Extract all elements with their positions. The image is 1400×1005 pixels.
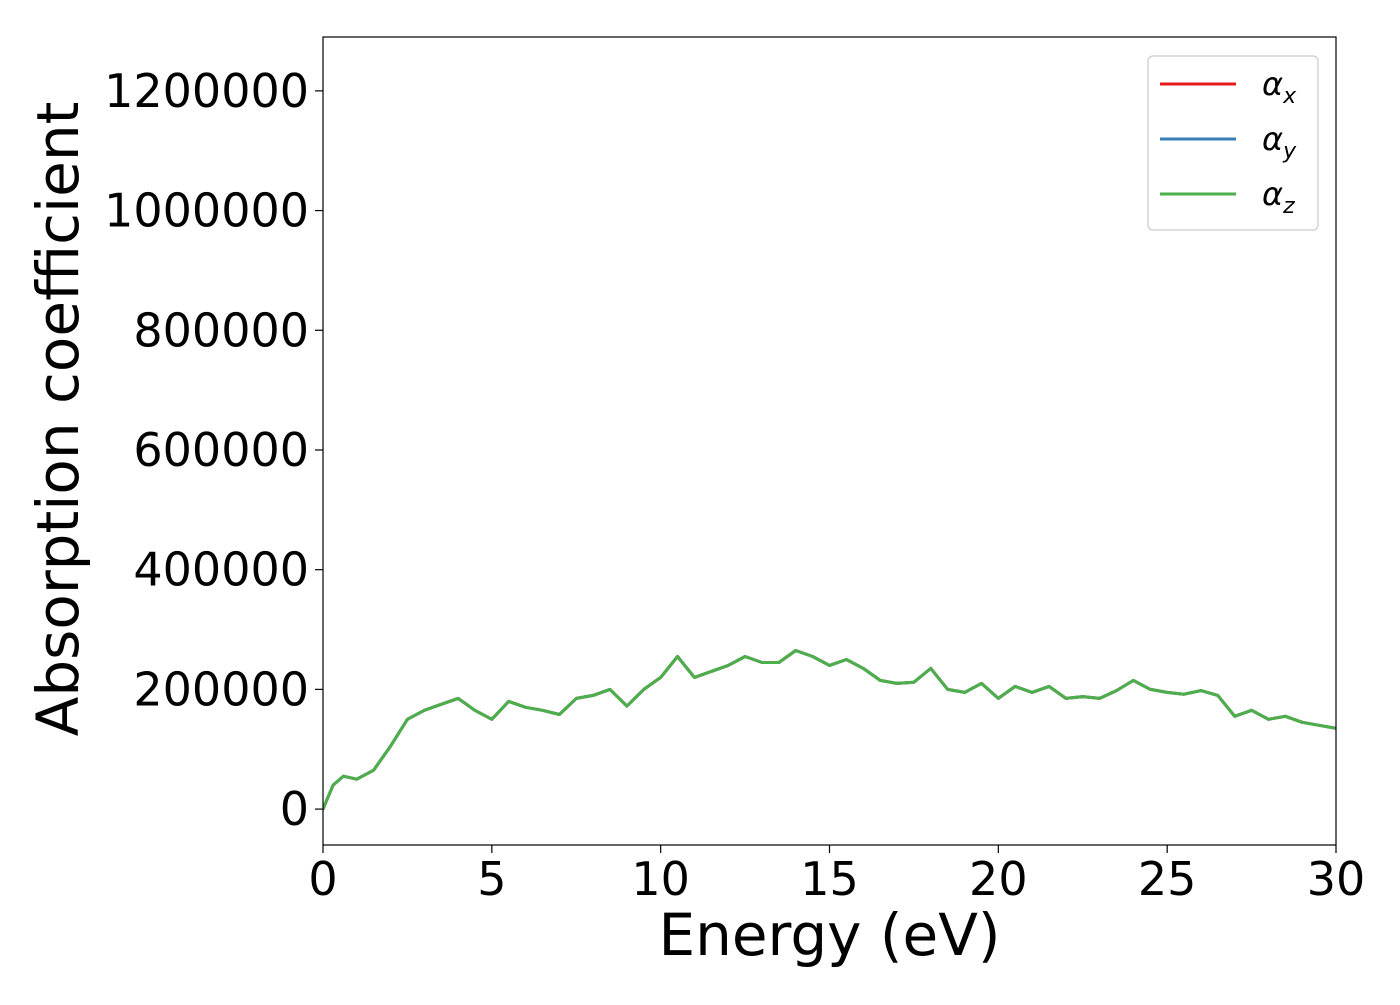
- series-layer: [323, 649, 1336, 811]
- series-line-x: [323, 649, 1336, 811]
- legend-box: [1147, 55, 1319, 231]
- legend: αx αy αz: [1147, 55, 1319, 231]
- x-tick-label: 5: [477, 852, 506, 906]
- x-axis: 0 5 10 15 20 25 30: [308, 845, 1365, 906]
- x-tick-label: 0: [308, 852, 337, 906]
- y-tick-label: 1200000: [104, 64, 309, 118]
- x-tick-label: 10: [631, 852, 690, 906]
- x-tick-label: 20: [969, 852, 1028, 906]
- x-tick-label: 15: [800, 852, 859, 906]
- y-tick-label: 200000: [133, 662, 309, 716]
- series-line-z: [323, 649, 1336, 811]
- legend-label-y: αy: [1262, 120, 1297, 164]
- y-tick-label: 0: [280, 782, 309, 836]
- y-axis-title: Absorption coefficient: [24, 102, 92, 737]
- series-line-y: [323, 649, 1336, 811]
- y-tick-label: 1000000: [104, 184, 309, 238]
- y-tick-label: 800000: [133, 303, 309, 357]
- x-tick-label: 25: [1138, 852, 1197, 906]
- y-tick-label: 400000: [133, 543, 309, 597]
- x-axis-title: Energy (eV): [658, 901, 1000, 969]
- x-tick-label: 30: [1307, 852, 1366, 906]
- y-tick-label: 600000: [133, 423, 309, 477]
- legend-label-z: αz: [1262, 175, 1295, 219]
- legend-label-x: αx: [1262, 65, 1297, 109]
- y-axis: 0 200000 400000 600000 800000 1000000 1200000: [104, 64, 323, 836]
